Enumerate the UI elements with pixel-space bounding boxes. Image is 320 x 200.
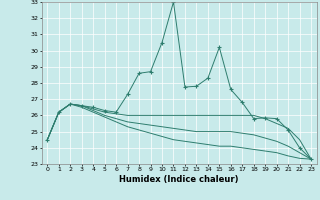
X-axis label: Humidex (Indice chaleur): Humidex (Indice chaleur) bbox=[119, 175, 239, 184]
